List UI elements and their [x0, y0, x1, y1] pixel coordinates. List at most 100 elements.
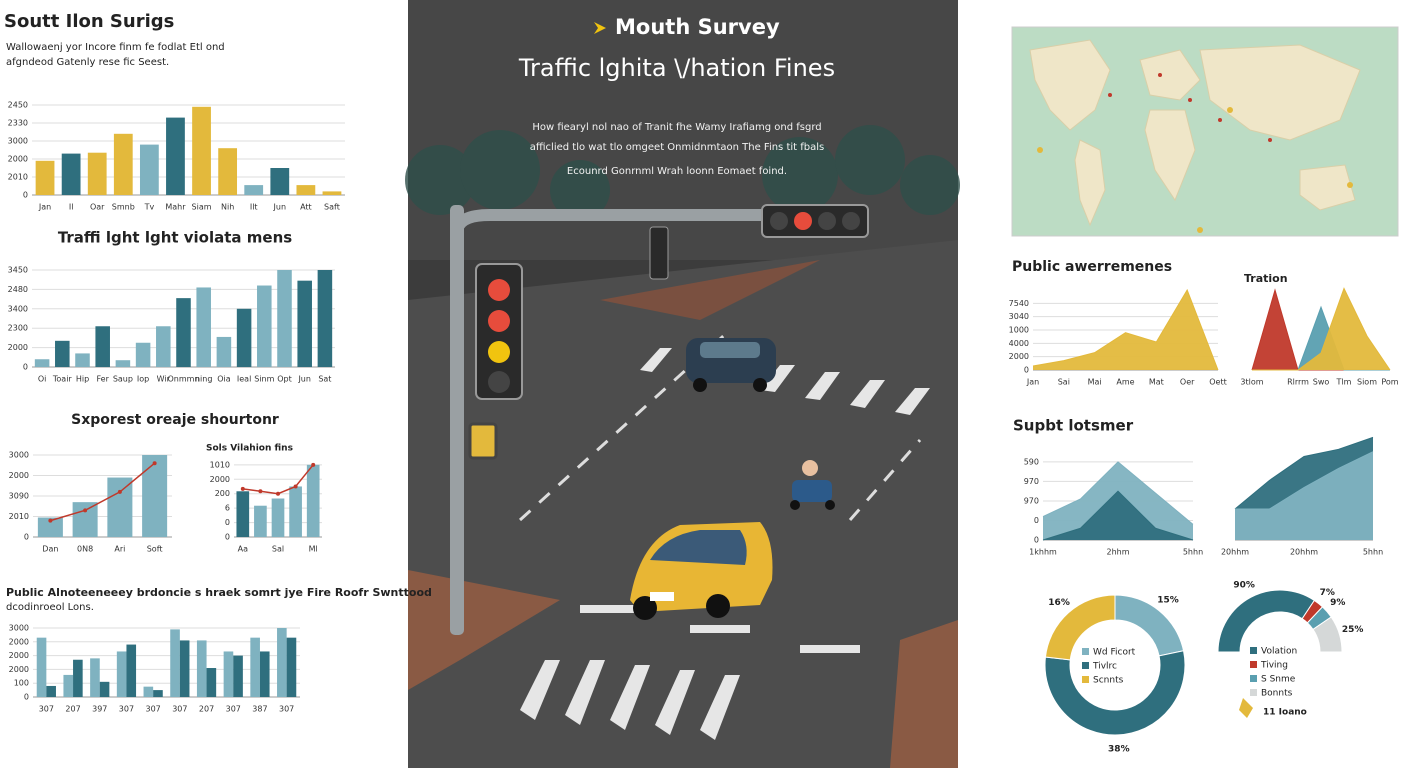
bar	[236, 308, 252, 367]
legend-label: Tivlrc	[1092, 662, 1117, 672]
bar	[143, 686, 154, 697]
legend-label: Scnnts	[1093, 676, 1124, 686]
chart-subtitle: dcodinroeol Lons.	[6, 602, 94, 613]
legend-swatch	[1250, 661, 1257, 668]
intro-line: How fiearyl nol nao of Tranit fhe Wamy I…	[532, 122, 821, 133]
y-tick-label: 0	[225, 533, 230, 542]
chart-title: Public Alnoteeneeey brdoncie s hraek som…	[6, 586, 432, 599]
x-tick-label: Pom	[1381, 378, 1398, 387]
x-tick-label: Oia	[217, 375, 231, 384]
y-tick-label: 3000	[8, 137, 28, 146]
bar	[36, 637, 47, 697]
x-tick-label: 3tlom	[1240, 378, 1263, 387]
y-tick-label: 590	[1024, 457, 1039, 466]
area-fill	[1043, 491, 1193, 540]
x-tick-label: Hip	[76, 375, 89, 384]
bar	[135, 342, 151, 367]
y-tick-label: 970	[1024, 477, 1039, 486]
bar	[55, 340, 70, 367]
bar	[116, 651, 127, 697]
y-tick-label: 200	[215, 489, 230, 498]
point	[258, 489, 263, 494]
bar	[233, 655, 243, 697]
point	[83, 508, 88, 513]
legend-swatch	[1082, 676, 1089, 683]
bar	[196, 287, 211, 367]
bar	[206, 668, 217, 697]
legend-label: S Snme	[1261, 675, 1296, 685]
x-tick-label: Att	[300, 203, 312, 212]
x-tick-label: 20hhm	[1221, 548, 1249, 557]
y-tick-label: 3000	[9, 624, 29, 633]
chart-title: Sols Vilahion fins	[206, 444, 293, 454]
x-tick-label: Wir	[157, 375, 171, 384]
point	[240, 486, 245, 491]
x-tick-label: Nih	[221, 203, 234, 212]
x-tick-label: Ari	[114, 545, 125, 554]
bar	[166, 117, 185, 195]
area-line	[1042, 461, 1194, 525]
legend-label: Wd Ficort	[1093, 648, 1136, 658]
bar	[257, 285, 272, 367]
y-tick-label: 2330	[8, 119, 28, 128]
legend-swatch	[1250, 675, 1257, 682]
value-label: 38%	[1108, 744, 1130, 754]
bar	[254, 505, 267, 537]
area-fill	[1252, 288, 1390, 370]
chart-title: Sxporest oreaje shourtonr	[71, 412, 279, 428]
bar	[236, 491, 250, 537]
chart-title: Traffi lght lght violata mens	[58, 229, 292, 247]
y-tick-label: 0	[225, 518, 230, 527]
bar	[46, 685, 56, 697]
chart-subtitle: Wallowaenj yor Incore finm fe fodlat Etl…	[6, 42, 225, 53]
x-tick-label: Sinm	[254, 375, 274, 384]
x-tick-label: Aa	[238, 545, 248, 554]
x-tick-label: 307	[226, 705, 241, 714]
poster-title: Traffic lghita \/hation Fines	[518, 54, 835, 82]
y-tick-label: 3000	[9, 451, 29, 460]
x-tick-label: Sai	[1058, 378, 1070, 387]
y-tick-label: 2000	[210, 475, 230, 484]
x-tick-label: Ilt	[250, 203, 258, 212]
chart-title: Tration	[1244, 272, 1288, 285]
x-tick-label: Saup	[113, 375, 133, 384]
bar	[277, 270, 292, 367]
x-tick-label: 307	[39, 705, 54, 714]
area-line	[1252, 287, 1391, 371]
y-tick-label: 6	[225, 504, 230, 513]
bar	[126, 644, 137, 697]
y-tick-label: 0	[23, 191, 28, 200]
x-tick-label: 1khhm	[1029, 548, 1057, 557]
point	[293, 484, 298, 489]
y-tick-label: 100	[14, 679, 29, 688]
x-tick-label: ning	[195, 375, 212, 384]
x-tick-label: 307	[119, 705, 134, 714]
y-tick-label: 1010	[210, 460, 230, 469]
bar	[297, 280, 312, 367]
y-tick-label: 0	[1034, 536, 1039, 545]
value-label: 25%	[1342, 625, 1364, 635]
bar	[107, 477, 133, 537]
street-scene	[405, 0, 960, 768]
pie-slice	[1312, 616, 1343, 653]
y-tick-label: 2000	[9, 471, 29, 480]
point	[276, 491, 280, 496]
y-tick-label: 3040	[1009, 312, 1029, 321]
bar	[73, 659, 83, 697]
bar	[63, 674, 74, 697]
legend-label: Volation	[1261, 647, 1297, 657]
bar	[277, 628, 287, 697]
bar	[87, 152, 107, 195]
x-tick-label: Opt	[277, 375, 292, 384]
bar	[286, 637, 297, 697]
y-tick-label: 2000	[9, 637, 29, 646]
x-tick-label: Siom	[1357, 378, 1377, 387]
x-tick-label: 20hhm	[1290, 548, 1318, 557]
x-tick-label: Il	[69, 203, 74, 212]
annotation: 11 Ioano	[1263, 708, 1307, 718]
point	[48, 518, 53, 523]
legend-label: Bonnts	[1261, 689, 1293, 699]
x-tick-label: Siam	[192, 203, 212, 212]
y-tick-label: 2450	[8, 101, 28, 110]
bar	[270, 168, 290, 195]
